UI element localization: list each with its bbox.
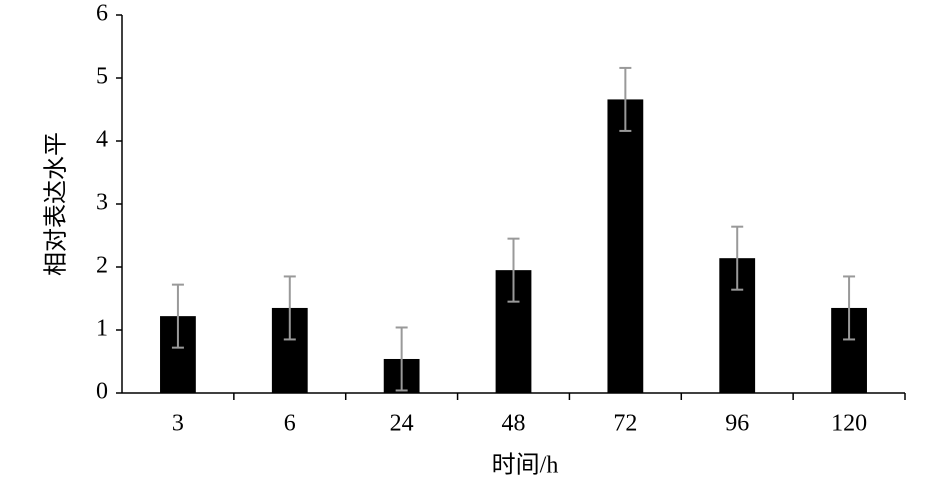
y-tick-label: 0 [96,379,108,405]
x-axis-label: 时间/h [492,452,559,479]
y-axis-label: 相对表达水平 [43,132,70,276]
y-tick-label: 5 [96,64,108,90]
x-tick-label: 24 [390,411,414,437]
y-tick-label: 3 [96,190,108,216]
y-tick-label: 6 [96,1,108,27]
y-tick-label: 2 [96,253,108,279]
x-tick-label: 6 [284,411,296,437]
x-tick-label: 3 [172,411,184,437]
x-tick-label: 72 [613,411,637,437]
x-tick-label: 48 [502,411,526,437]
y-tick-label: 1 [96,316,108,342]
bar [607,99,644,394]
x-tick-label: 96 [725,411,749,437]
y-tick-label: 4 [96,127,108,153]
x-tick-label: 120 [831,411,867,437]
